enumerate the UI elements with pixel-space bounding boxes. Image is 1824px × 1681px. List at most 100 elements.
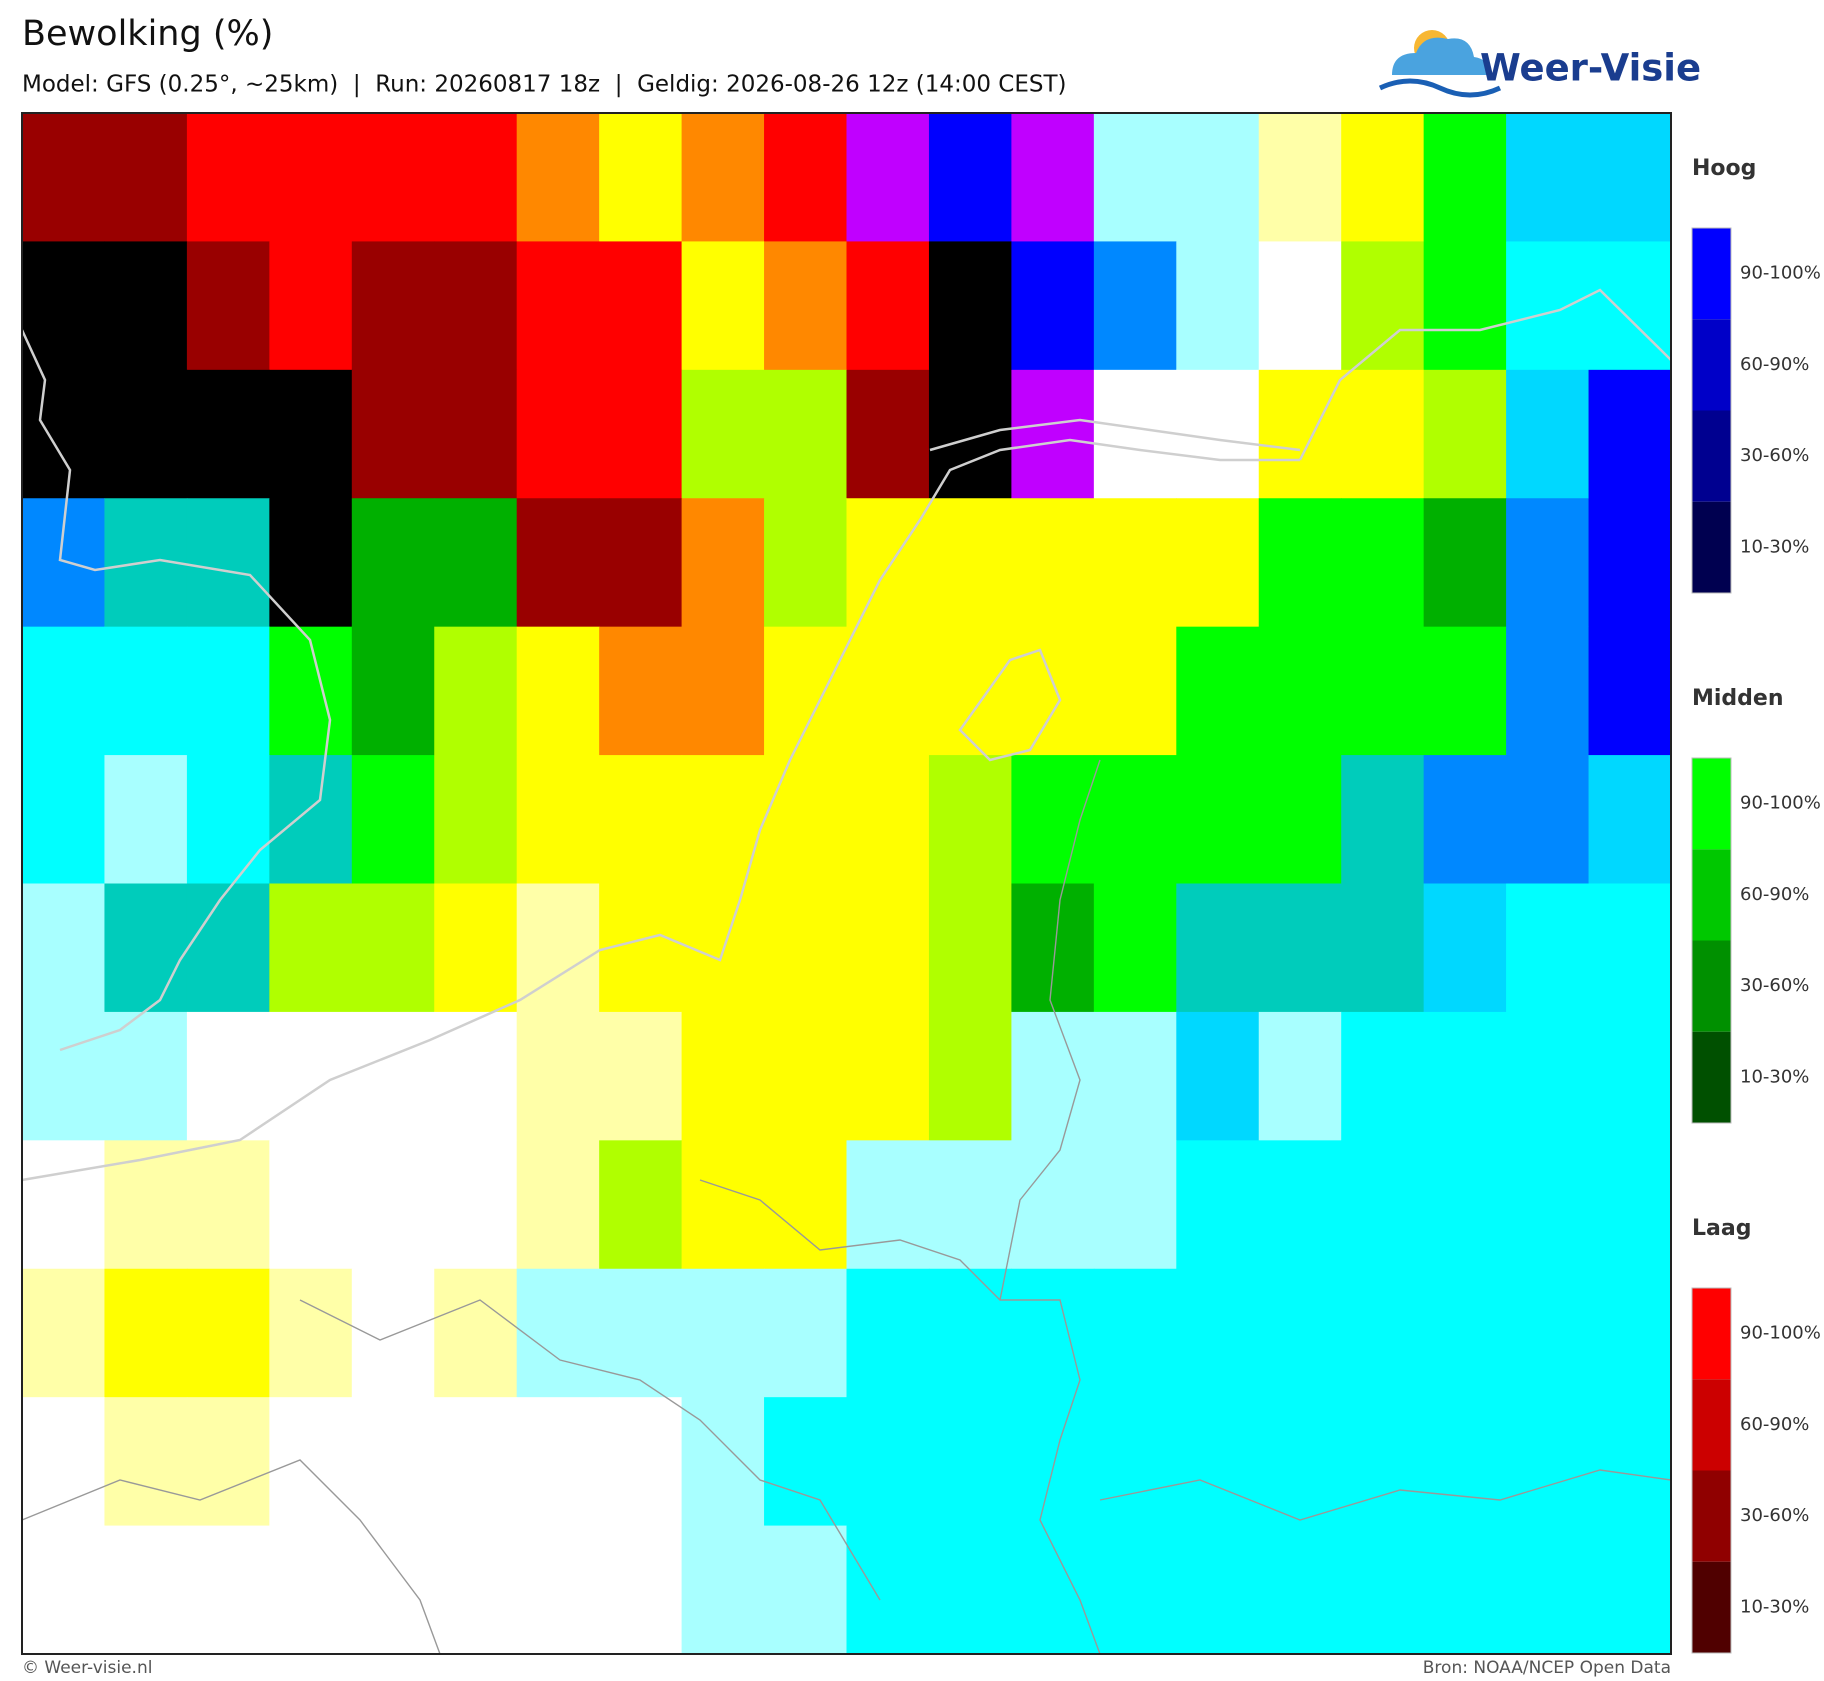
- cloud-cell: [764, 498, 847, 628]
- logo-cloud: [1392, 37, 1489, 75]
- cloud-cell: [434, 1011, 518, 1141]
- cloud-cell: [1011, 883, 1095, 1013]
- cloud-cell: [351, 755, 435, 884]
- cloud-cell: [516, 1140, 600, 1270]
- cloud-cell: [104, 113, 188, 242]
- cloud-cell: [1093, 1011, 1177, 1141]
- legend-label: 90-100%: [1740, 263, 1821, 284]
- cloud-cell: [846, 1397, 930, 1527]
- footer-left: © Weer-visie.nl: [22, 1658, 152, 1678]
- legend-label: 90-100%: [1740, 793, 1821, 814]
- coast-islands: [929, 418, 1301, 452]
- cloud-cell: [1506, 113, 1590, 242]
- cloud-cell: [1423, 241, 1507, 371]
- cloud-cell: [1506, 1011, 1590, 1141]
- cloud-cell: [681, 498, 765, 628]
- legend-frame: [1691, 227, 1732, 594]
- cloud-cell: [1341, 1140, 1425, 1270]
- cloud-cell: [764, 113, 847, 242]
- legend-label: 30-60%: [1740, 445, 1809, 466]
- cloud-cell: [1423, 755, 1507, 884]
- cloud-cell: [764, 241, 847, 371]
- cloud-cell: [516, 1397, 600, 1527]
- cloud-cell: [1506, 883, 1590, 1013]
- cloud-cell: [351, 1525, 435, 1655]
- cloud-cell: [681, 626, 765, 756]
- legend-swatch: [1692, 1379, 1731, 1471]
- cloud-cell: [1176, 113, 1260, 242]
- legend-title: Laag: [1692, 1216, 1751, 1241]
- cloud-cell: [1176, 498, 1260, 628]
- cloud-cell: [1506, 1397, 1590, 1527]
- cloud-cell: [434, 241, 518, 371]
- legend-label: 10-30%: [1740, 536, 1809, 557]
- logo-text: Weer-Visie: [1480, 47, 1701, 90]
- cloud-cell: [1011, 1140, 1095, 1270]
- cloud-cell: [681, 1011, 765, 1141]
- cloud-cell: [516, 113, 600, 242]
- title: Bewolking (%): [22, 14, 273, 54]
- cloud-cell: [1176, 755, 1260, 884]
- cloud-cell: [1341, 626, 1425, 756]
- cloud-cell: [846, 626, 930, 756]
- cloud-cell: [516, 498, 600, 628]
- legend-title: Midden: [1692, 686, 1784, 711]
- cloud-cell: [1176, 241, 1260, 371]
- cloud-cell: [764, 1011, 847, 1141]
- cloud-cell: [846, 113, 930, 242]
- cloud-cell: [1176, 1397, 1260, 1527]
- cloud-cell: [186, 1140, 270, 1270]
- cloud-cell: [269, 1268, 353, 1398]
- cloud-cell: [681, 1268, 765, 1398]
- cloud-cell: [1588, 755, 1672, 884]
- cloud-cell: [1011, 1011, 1095, 1141]
- cloud-cell: [928, 1525, 1012, 1655]
- cloud-cell: [1588, 498, 1672, 628]
- cloud-cell: [351, 1268, 435, 1398]
- cloud-cell: [1093, 626, 1177, 756]
- cloud-cell: [434, 1525, 518, 1655]
- cloud-cell: [186, 369, 270, 499]
- cloud-cell: [599, 241, 683, 371]
- legend-swatch: [1692, 849, 1731, 941]
- cloud-cell: [846, 1140, 930, 1270]
- cloud-cell: [22, 626, 105, 756]
- cloud-cell: [846, 755, 930, 884]
- legend-label: 60-90%: [1740, 354, 1809, 375]
- cloud-cell: [269, 1140, 353, 1270]
- legend-swatch: [1692, 758, 1731, 850]
- cloud-cell: [1423, 113, 1507, 242]
- border-3: [299, 1299, 881, 1601]
- cloud-cell: [22, 1140, 105, 1270]
- lake: [958, 648, 1062, 762]
- cloud-cell: [269, 1525, 353, 1655]
- cloud-cell: [1258, 113, 1342, 242]
- footer-right: Bron: NOAA/NCEP Open Data: [1423, 1658, 1671, 1678]
- border-1: [699, 1179, 1101, 1655]
- cloud-cell: [1423, 1268, 1507, 1398]
- cloud-cell: [681, 113, 765, 242]
- legend-swatch: [1692, 228, 1731, 320]
- cloud-cell: [1423, 1140, 1507, 1270]
- legend-title: Hoog: [1692, 156, 1756, 181]
- cloud-cell: [1506, 498, 1590, 628]
- cloud-cell: [1423, 498, 1507, 628]
- legend-swatch: [1692, 1031, 1731, 1123]
- cloud-cell: [269, 498, 353, 628]
- cloud-cell: [1093, 498, 1177, 628]
- cloud-cell: [1588, 1397, 1672, 1527]
- cloud-cell: [928, 883, 1012, 1013]
- cloud-cell: [1258, 1011, 1342, 1141]
- cloud-cell: [269, 883, 353, 1013]
- cloud-cell: [516, 1525, 600, 1655]
- cloud-cell: [104, 1268, 188, 1398]
- legend-swatch: [1692, 940, 1731, 1032]
- border-2: [999, 759, 1101, 1301]
- cloud-cell: [1506, 626, 1590, 756]
- legend-swatch: [1692, 410, 1731, 502]
- cloud-cell: [764, 1525, 847, 1655]
- cloud-cell: [516, 1011, 600, 1141]
- cloud-cell: [599, 1397, 683, 1527]
- cloud-cell: [928, 1140, 1012, 1270]
